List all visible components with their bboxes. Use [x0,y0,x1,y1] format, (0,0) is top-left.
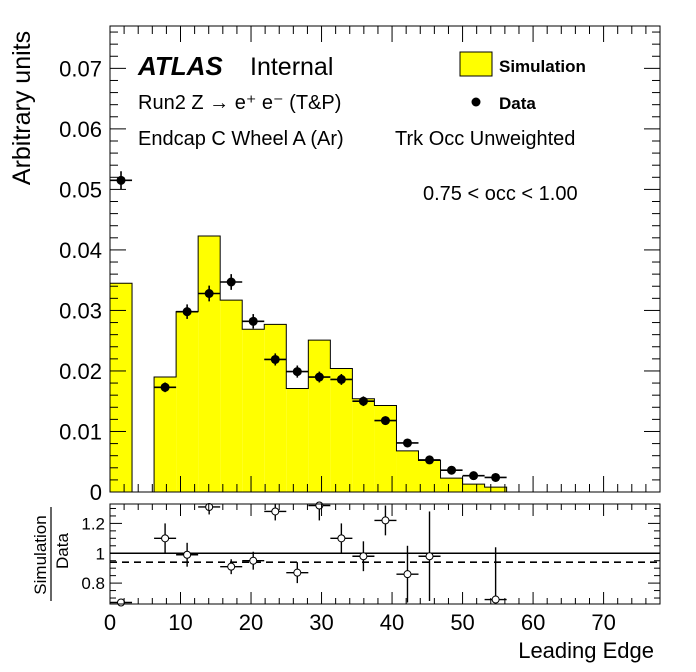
atlas-label: ATLAS [137,51,223,81]
x-axis-label: Leading Edge [518,638,654,663]
main-plot-frame [109,25,661,493]
y-axis-label: Arbitrary units [8,31,36,185]
ratio-plot-panel: 0.811.2 0 10 20 30 40 50 60 70 Simulation Data … [31,501,661,663]
x-tick-label: 60 [521,610,545,635]
process-label: Run2 Z → e⁺ e⁻ (T&P) [138,92,341,114]
simulation-bar [220,300,243,492]
data-point [462,471,485,481]
ratio-y-tick-label: 1 [96,544,105,563]
main-plot-panel: 0 0.01 0.02 0.03 0.04 0.05 0.06 0.07 Arbitrary … [8,25,661,505]
main-x-axis-ticks [109,26,661,492]
x-tick-label: 70 [591,610,615,635]
data-point [374,416,397,426]
simulation-bar [242,329,265,492]
ratio-point [154,523,177,554]
x-tick-label: 30 [309,610,333,635]
ratio-point [418,511,441,602]
data-point [484,472,507,482]
legend-data-label: Data [499,94,536,113]
legend-simulation-label: Simulation [499,57,586,76]
ratio-y-axis-label: Simulation Data [31,507,72,601]
simulation-bar [286,388,309,492]
data-point [198,285,221,302]
legend-simulation-swatch [459,51,493,77]
simulation-bar [374,405,397,492]
region-label: Endcap C Wheel A (Ar) [138,128,344,150]
data-points [110,171,507,482]
simulation-bar [330,368,353,492]
simulation-bar [154,377,177,492]
ratio-point [176,542,199,567]
data-point [330,373,353,385]
data-point [440,465,463,475]
simulation-bar [176,311,199,492]
simulation-bar [440,478,463,492]
y-tick-label: 0.04 [59,238,102,263]
x-tick-label: 10 [168,610,192,635]
legend: Simulation Data [459,51,586,113]
ratio-point [484,547,507,604]
y-tick-label: 0.06 [59,117,102,142]
ratio-point [352,541,375,572]
ratio-y-tick-label: 0.8 [81,574,105,593]
internal-label: Internal [250,53,333,81]
ratio-y-axis-ticks: 0.8 1 1.2 [81,507,660,599]
simulation-bar [264,324,287,492]
x-tick-label: 20 [239,610,263,635]
weighting-label: Trk Occ Unweighted [395,128,575,150]
simulation-bar [198,236,221,492]
data-point [286,365,309,378]
ratio-ylabel-denominator: Data [53,533,72,569]
occupancy-range-label: 0.75 < occ < 1.00 [423,183,578,205]
ratio-ylabel-numerator: Simulation [31,515,50,594]
data-point [352,396,375,407]
data-point [110,171,133,190]
ratio-point [286,562,309,584]
ratio-plot-frame [109,503,661,605]
data-point [220,274,243,290]
main-y-axis-ticks: 0 0.01 0.02 0.03 0.04 0.05 0.06 0.07 [59,31,660,505]
y-tick-label: 0.07 [59,56,102,81]
ratio-reference-lines [110,552,660,564]
simulation-bar [352,398,375,492]
ratio-point [220,559,243,575]
data-point [176,304,199,319]
y-tick-label: 0.03 [59,298,102,323]
ratio-point [374,505,397,536]
simulation-bar [462,484,485,492]
data-point [396,438,419,448]
simulation-bar [110,283,133,492]
ratio-x-axis-ticks: 0 10 20 30 40 50 60 70 [104,504,661,635]
ratio-y-tick-label: 1.2 [81,514,105,533]
data-point [264,353,287,366]
x-tick-label: 50 [450,610,474,635]
simulation-bar [308,340,331,492]
simulation-outline [109,235,508,493]
data-point [154,382,177,393]
data-point [308,371,331,383]
data-point [418,455,441,465]
data-point [242,314,265,329]
y-tick-label: 0.01 [59,419,102,444]
ratio-point [396,545,419,603]
x-tick-label: 0 [104,610,116,635]
ratio-points [110,501,507,607]
y-tick-label: 0.02 [59,359,102,384]
simulation-bar [396,450,419,492]
simulation-histogram [109,235,508,493]
ratio-point [242,551,265,570]
legend-data-marker [471,97,481,107]
x-tick-label: 40 [380,610,404,635]
ratio-point [264,504,287,521]
ratio-point [330,523,353,554]
simulation-bar [418,460,441,492]
y-tick-label: 0.05 [59,177,102,202]
y-tick-label: 0 [90,480,102,505]
simulation-bar [484,487,507,492]
